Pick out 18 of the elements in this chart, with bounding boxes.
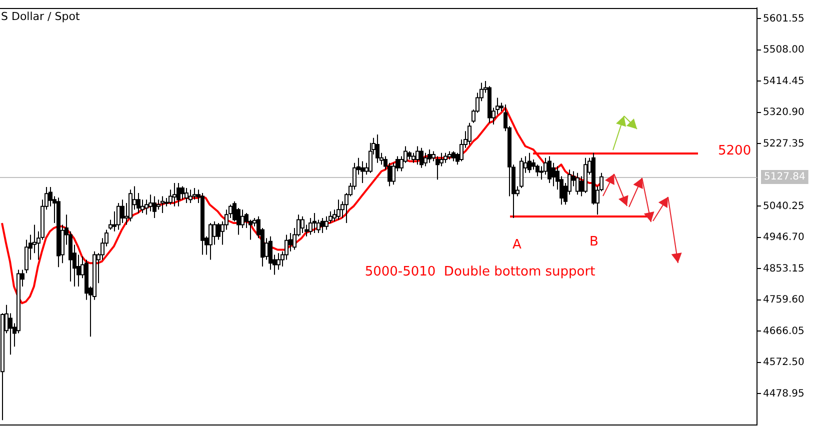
chart-title: S Dollar / Spot xyxy=(1,10,80,23)
y-tick-label: 4853.15 xyxy=(763,263,804,274)
y-tick-label: 4572.50 xyxy=(763,357,804,368)
y-tick-label: 4478.95 xyxy=(763,388,804,400)
annotation: A xyxy=(512,237,522,252)
y-tick-label: 4946.70 xyxy=(763,232,804,244)
y-tick-label: 4666.05 xyxy=(763,326,804,337)
annotation: 5000-5010 Double bottom support xyxy=(364,264,596,280)
y-tick-label: 4759.60 xyxy=(763,294,804,306)
y-tick-label: 5320.90 xyxy=(763,107,804,118)
y-tick-label: 5414.45 xyxy=(763,76,804,87)
y-tick-label: 5227.35 xyxy=(763,138,804,150)
ref-line-label: 5200 xyxy=(718,143,752,158)
y-tick-label: 5508.00 xyxy=(763,44,804,56)
y-tick-label: 5601.55 xyxy=(763,13,804,24)
ref-line-label: 5127.84 xyxy=(764,172,806,183)
annotation: B xyxy=(590,234,598,250)
y-tick-label: 5040.25 xyxy=(763,200,804,212)
